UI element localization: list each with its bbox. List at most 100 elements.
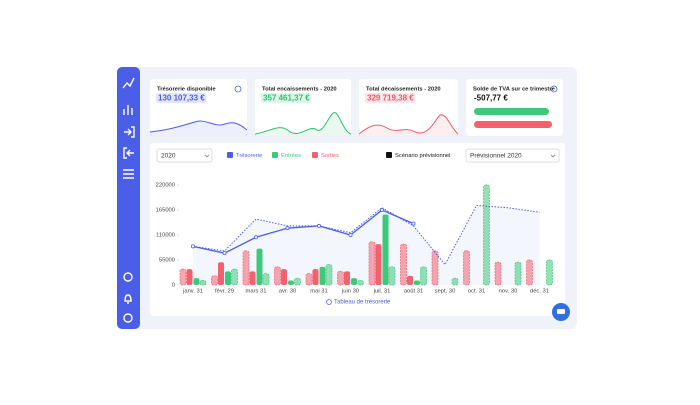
year-select-label: 2020 [161,153,176,160]
bar [193,278,200,285]
forecast-bar [400,243,407,286]
sparkline-line [254,112,352,135]
value-highlight [261,93,311,103]
sparkline-area [359,114,458,136]
sparkline-line [358,114,459,135]
x-tick-label: janv. 31 [182,289,203,295]
nav-out[interactable] [123,147,134,159]
legend-checkbox[interactable] [272,152,278,158]
legend-checkbox[interactable] [386,152,392,158]
treasury-line [192,209,414,254]
bar [407,275,413,285]
x-tick-label: mai 31 [310,289,327,295]
bar [256,248,263,285]
sidebar-icons [122,77,135,323]
forecast-bar [231,268,238,286]
bar [319,266,326,285]
forecast-bar [325,264,333,286]
bar [288,280,294,285]
forecast-area [193,205,540,285]
legend-label: Sorties [321,153,339,159]
treasury-point [316,223,321,228]
forecast-bar [262,273,270,286]
nav-settings[interactable] [123,169,134,179]
value-highlight [156,93,206,103]
forecast-bar [514,261,522,286]
nav-in[interactable] [124,126,135,138]
forecast-bar [483,184,490,286]
sparkline-line [149,120,248,133]
treasury-point [253,235,258,240]
forecast-bar [526,259,533,286]
x-tick-label: juin 30 [341,289,359,295]
table-link[interactable]: Tableau de trésorerie [334,300,391,306]
card [150,79,247,136]
bar [382,214,389,285]
forecast-line [192,204,540,266]
bar [414,280,420,285]
x-tick-label: oct. 31 [468,289,485,295]
y-tick-label: 0 [172,283,175,289]
forecast-bar [305,273,313,286]
treasury-point [379,207,384,212]
card-value: -507,77 € [474,94,508,103]
treasury-point [222,251,227,256]
x-tick-label: nov. 30 [499,289,518,295]
x-tick-label: déc. 31 [530,289,549,295]
treasury-point [190,244,195,249]
card-value: 357 461,37 € [263,94,310,103]
scenario-select-label: Prévisionnel 2020 [470,153,522,160]
nav-refresh[interactable] [123,272,133,282]
nav-stats[interactable] [123,105,133,115]
bar [351,278,357,285]
legend-label: Scénario prévisionnel [395,153,450,159]
scenario-select[interactable] [465,148,560,163]
bar [375,244,382,285]
forecast-bar [199,280,207,286]
y-tick-label: 55000 [159,258,175,264]
year-select[interactable] [156,148,213,163]
legend-checkbox[interactable] [227,152,233,158]
forecast-bar [388,266,396,286]
vat-bar-green [474,108,549,115]
forecast-bar [368,241,376,286]
forecast-bar [294,277,301,286]
card-title: Trésorerie disponible [157,87,216,93]
forecast-bar [274,266,281,286]
nav-gear[interactable] [123,313,133,323]
y-tick-label: 110000 [156,233,175,239]
logo [122,77,135,89]
forecast-bar [463,250,470,286]
x-tick-label: avr. 30 [279,289,296,295]
card-value: 130 107,33 € [158,94,205,103]
nav-bell[interactable] [124,294,132,304]
treasury-point [411,221,416,226]
y-tick-label: 220000 [156,183,175,189]
card-title: Total encaissements - 2020 [262,87,337,93]
forecast-bar [494,261,502,286]
sparkline-area [255,112,351,136]
legend-checkbox[interactable] [312,152,318,158]
forecast-bar [420,266,427,286]
forecast-bar [546,259,553,286]
sparkline [358,114,459,136]
bar [249,271,256,285]
controls: 2020 Prévisionnel 2020 Tableau de trésor… [156,148,560,306]
forecast-bar [242,250,250,286]
bar [312,269,319,285]
forecast-bar [431,250,439,286]
chat-icon [557,309,565,314]
link-icon [326,299,332,305]
sparkline [149,120,248,136]
card-title: Total décaissements - 2020 [366,87,441,93]
x-tick-label: juil. 31 [373,289,391,295]
sparkline [254,112,352,136]
bar [281,269,287,285]
forecast-bar [179,268,187,286]
card-settings [234,85,242,93]
chevron [204,154,210,158]
bar [225,271,231,285]
card-value: 329 719,38 € [367,94,414,103]
forecast-bar [337,271,344,286]
